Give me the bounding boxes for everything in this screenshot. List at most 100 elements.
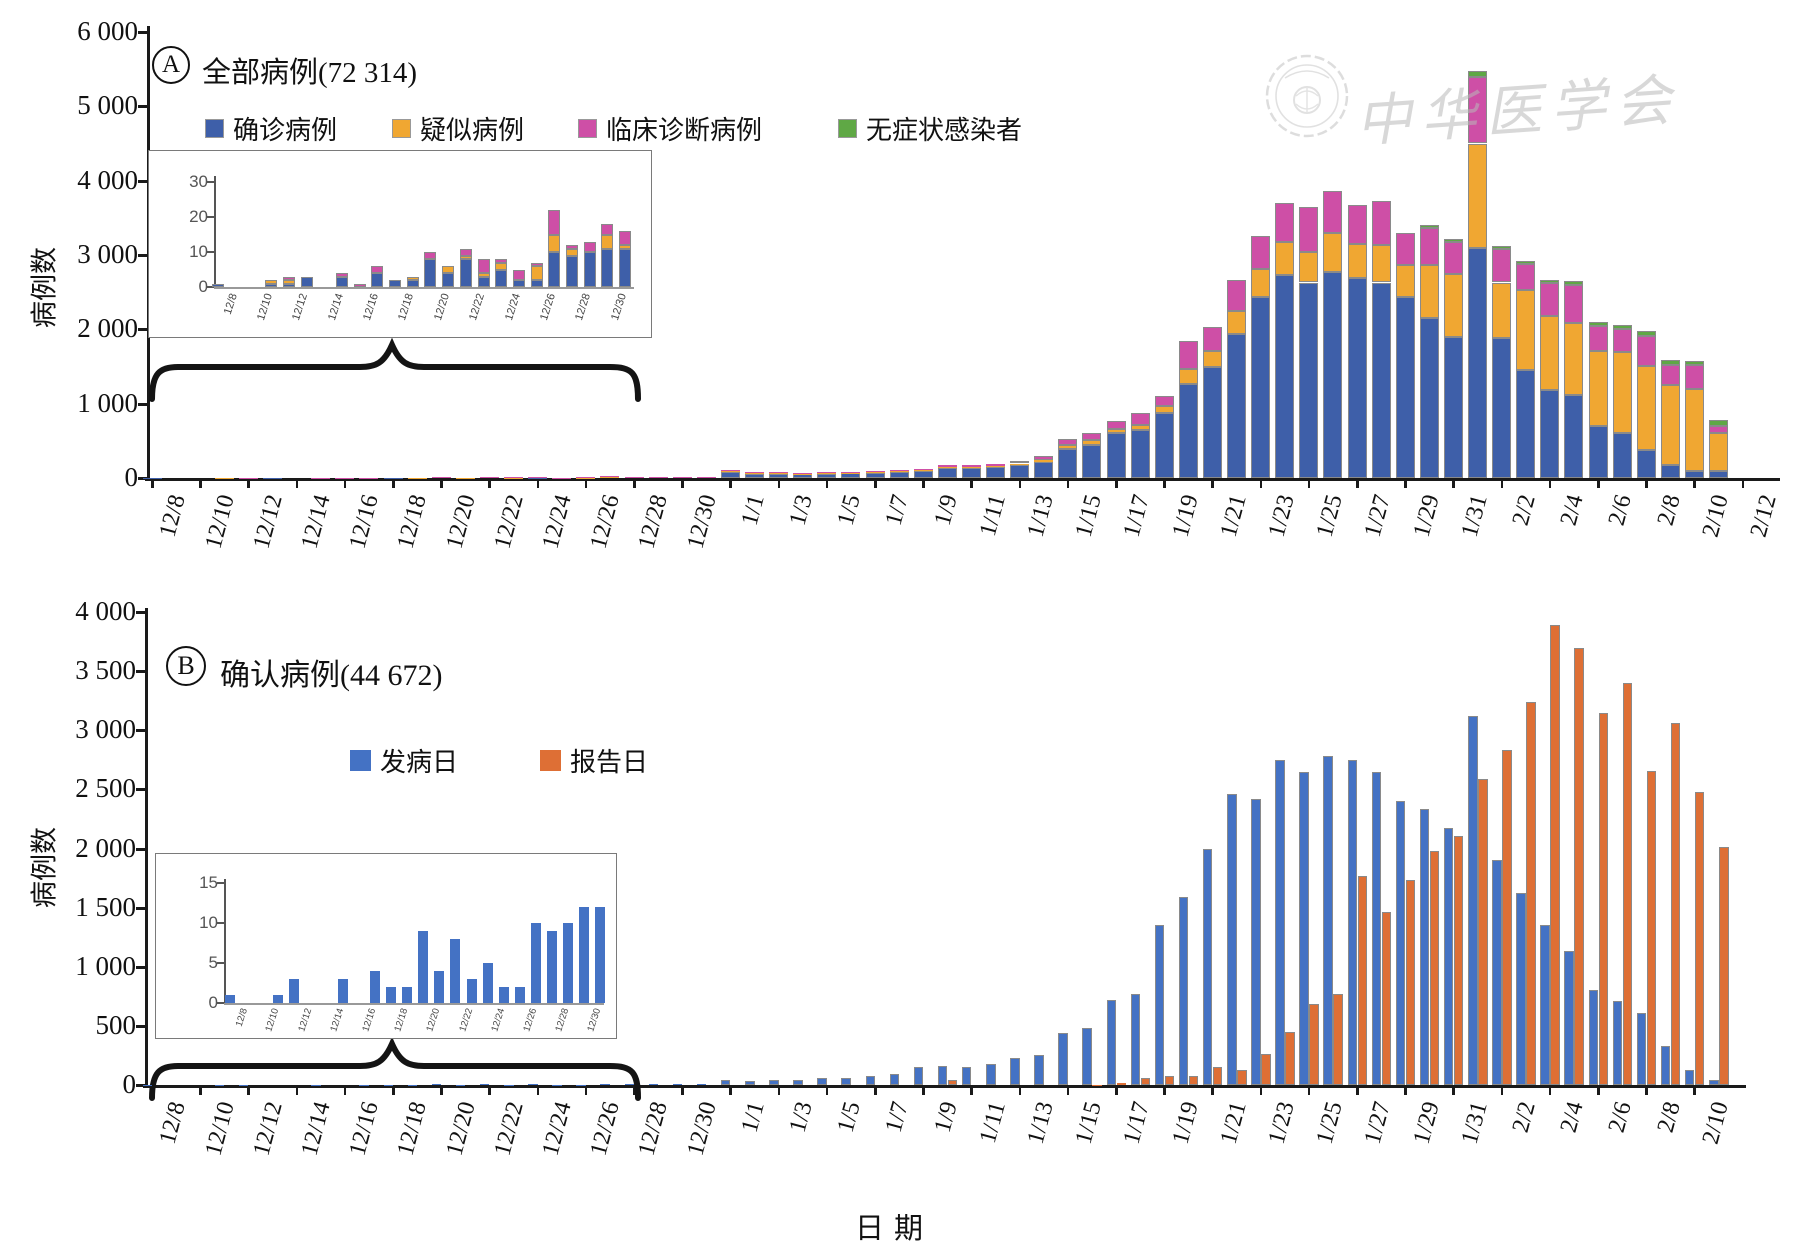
panel-a-bar-12/23-临床诊断病例 — [504, 477, 523, 479]
panel-a-bar-12/13-确诊病例 — [263, 477, 282, 479]
panel-a-inset-bar-12/22-临床诊断病例 — [459, 248, 472, 256]
panel-a-bar-12/31-临床诊断病例 — [696, 476, 716, 478]
panel-b-inset-y-tick-label: 0 — [208, 993, 218, 1012]
panel-a-inset-bar-12/21-确诊病例 — [442, 273, 455, 287]
panel-b-bar-12/24-onset — [528, 1084, 538, 1086]
panel-b-bar-2/9-onset — [1660, 1045, 1671, 1085]
panel-a-x-tick — [1404, 480, 1407, 488]
panel-a-inset-y-tick — [207, 181, 214, 183]
panel-a-bar-12/27-临床诊断病例 — [600, 476, 620, 478]
panel-b-bar-12/22-onset — [479, 1084, 490, 1086]
panel-a-bar-2/1-无症状感染者 — [1468, 71, 1487, 77]
panel-b-x-tick-label: 1/17 — [1118, 1099, 1156, 1147]
panel-a-bar-1/31-确诊病例 — [1443, 336, 1463, 478]
panel-a-x-tick-label: 2/4 — [1555, 492, 1589, 529]
panel-a-x-tick-label: 12/22 — [489, 492, 529, 552]
panel-b-y-tick — [136, 1024, 145, 1028]
panel-a-inset-y-tick-label: 10 — [189, 242, 208, 261]
panel-b-x-tick — [1356, 1087, 1359, 1095]
panel-a-x-tick-label: 12/24 — [537, 492, 577, 552]
panel-b-bar-1/5-onset — [817, 1078, 827, 1085]
panel-b-bar-12/28-onset — [624, 1083, 634, 1085]
panel-b-x-tick — [1163, 1087, 1166, 1095]
panel-a-bar-1/19-确诊病例 — [1154, 413, 1174, 478]
panel-a-x-tick-label: 12/14 — [296, 492, 336, 552]
panel-b-bar-2/4-report — [1550, 625, 1560, 1085]
panel-a-inset-bar-12/26-疑似病例 — [530, 266, 543, 280]
panel-a-bar-1/18-疑似病例 — [1130, 425, 1150, 431]
panel-b-bar-2/6-report — [1598, 713, 1608, 1085]
panel-a-x-tick-label: 1/19 — [1167, 492, 1204, 540]
panel-a-x-tick — [1066, 480, 1070, 488]
panel-b-bar-1/26-report — [1333, 994, 1343, 1085]
panel-b-inset-bar-12/30 — [579, 907, 590, 1003]
panel-b-inset-bar-12/29 — [563, 923, 574, 1003]
panel-b-y-tick — [136, 788, 145, 792]
suspected-swatch-icon — [392, 119, 411, 138]
panel-b-x-tick-label: 12/30 — [682, 1099, 722, 1159]
panel-a-bar-1/4-临床诊断病例 — [793, 472, 813, 474]
legend-a-confirmed: 确诊病例 — [205, 110, 337, 147]
panel-b-x-tick-label: 1/9 — [929, 1099, 963, 1136]
watermark-text: 中华医学会 — [1353, 69, 1683, 155]
clinical-swatch-icon — [578, 119, 597, 138]
panel-a-y-tick — [138, 105, 147, 109]
panel-a-x-tick — [584, 480, 588, 488]
panel-a-bar-12/20-临床诊断病例 — [431, 477, 451, 479]
panel-b-y-tick — [136, 611, 145, 614]
panel-b-bar-1/12-onset — [986, 1064, 996, 1085]
panel-a-bar-1/27-临床诊断病例 — [1347, 205, 1367, 244]
panel-b-inset-y-tick — [217, 962, 224, 964]
panel-a-bar-2/11-无症状感染者 — [1709, 420, 1728, 427]
panel-a-x-tick-label: 1/25 — [1311, 492, 1348, 540]
panel-b-badge: B — [166, 646, 206, 686]
panel-b-bar-2/7-onset — [1612, 1001, 1623, 1085]
panel-a-inset-bar-12/18-确诊病例 — [389, 280, 401, 287]
panel-b-inset-y-axis — [224, 879, 226, 1003]
panel-a-y-tick — [138, 402, 147, 406]
panel-b-y-tick-label: 1 500 — [75, 891, 136, 922]
panel-b-inset-baseline — [224, 1003, 604, 1005]
panel-a-x-tick — [392, 480, 395, 488]
panel-a-bar-1/23-临床诊断病例 — [1251, 235, 1271, 270]
panel-b-bar-1/3-onset — [769, 1080, 779, 1085]
panel-a-bar-1/15-确诊病例 — [1058, 449, 1078, 478]
panel-a-bar-1/15-临床诊断病例 — [1058, 439, 1078, 446]
panel-b-bar-2/1-report — [1478, 778, 1488, 1085]
panel-a-bar-2/10-临床诊断病例 — [1684, 365, 1704, 389]
panel-a-bar-1/13-疑似病例 — [1010, 463, 1030, 465]
panel-a-bar-1/5-疑似病例 — [817, 472, 837, 474]
panel-a-bar-2/7-临床诊断病例 — [1612, 328, 1632, 353]
panel-b-x-tick — [970, 1087, 973, 1095]
panel-a-x-tick — [1259, 480, 1263, 488]
panel-b-bar-12/15-onset — [311, 1084, 321, 1086]
panel-a-bar-1/16-疑似病例 — [1082, 440, 1102, 445]
panel-b-bar-12/27-onset — [600, 1083, 610, 1085]
panel-a-bar-2/3-确诊病例 — [1516, 370, 1536, 478]
panel-a-bar-2/1-临床诊断病例 — [1468, 76, 1487, 144]
panel-b-x-axis — [143, 1085, 1746, 1088]
panel-a-x-tick — [1500, 480, 1504, 488]
panel-a-inset-y-tick-label: 20 — [189, 207, 208, 226]
panel-a-x-tick — [922, 480, 925, 488]
panel-a-bar-1/30-疑似病例 — [1419, 264, 1439, 319]
panel-a-badge: A — [152, 46, 190, 84]
panel-a-bar-1/6-临床诊断病例 — [841, 471, 861, 473]
panel-b-x-tick-label: 1/27 — [1359, 1099, 1397, 1147]
panel-b-x-tick-label: 2/2 — [1507, 1099, 1541, 1136]
panel-b-bar-1/2-onset — [745, 1080, 755, 1085]
panel-b-bar-12/23-onset — [504, 1084, 514, 1086]
panel-a-inset-bar-12/25-确诊病例 — [512, 280, 525, 287]
panel-b-inset-bar-12/27 — [530, 923, 541, 1003]
panel-a-inset-bar-12/11-疑似病例 — [265, 280, 278, 284]
panel-a-bar-1/25-临床诊断病例 — [1299, 207, 1319, 253]
panel-a-x-tick — [1307, 480, 1311, 488]
panel-a-x-tick-label: 1/3 — [784, 492, 818, 529]
panel-a-bar-2/3-疑似病例 — [1516, 290, 1536, 371]
medical-association-seal-icon — [1265, 54, 1349, 138]
panel-a-inset-bar-12/12-疑似病例 — [282, 280, 295, 284]
x-axis-title: 日期 — [855, 1213, 934, 1245]
panel-a-bar-1/5-临床诊断病例 — [817, 472, 837, 474]
panel-a-inset-bar-12/21-疑似病例 — [442, 266, 455, 273]
panel-a-bar-1/7-临床诊断病例 — [865, 470, 885, 473]
